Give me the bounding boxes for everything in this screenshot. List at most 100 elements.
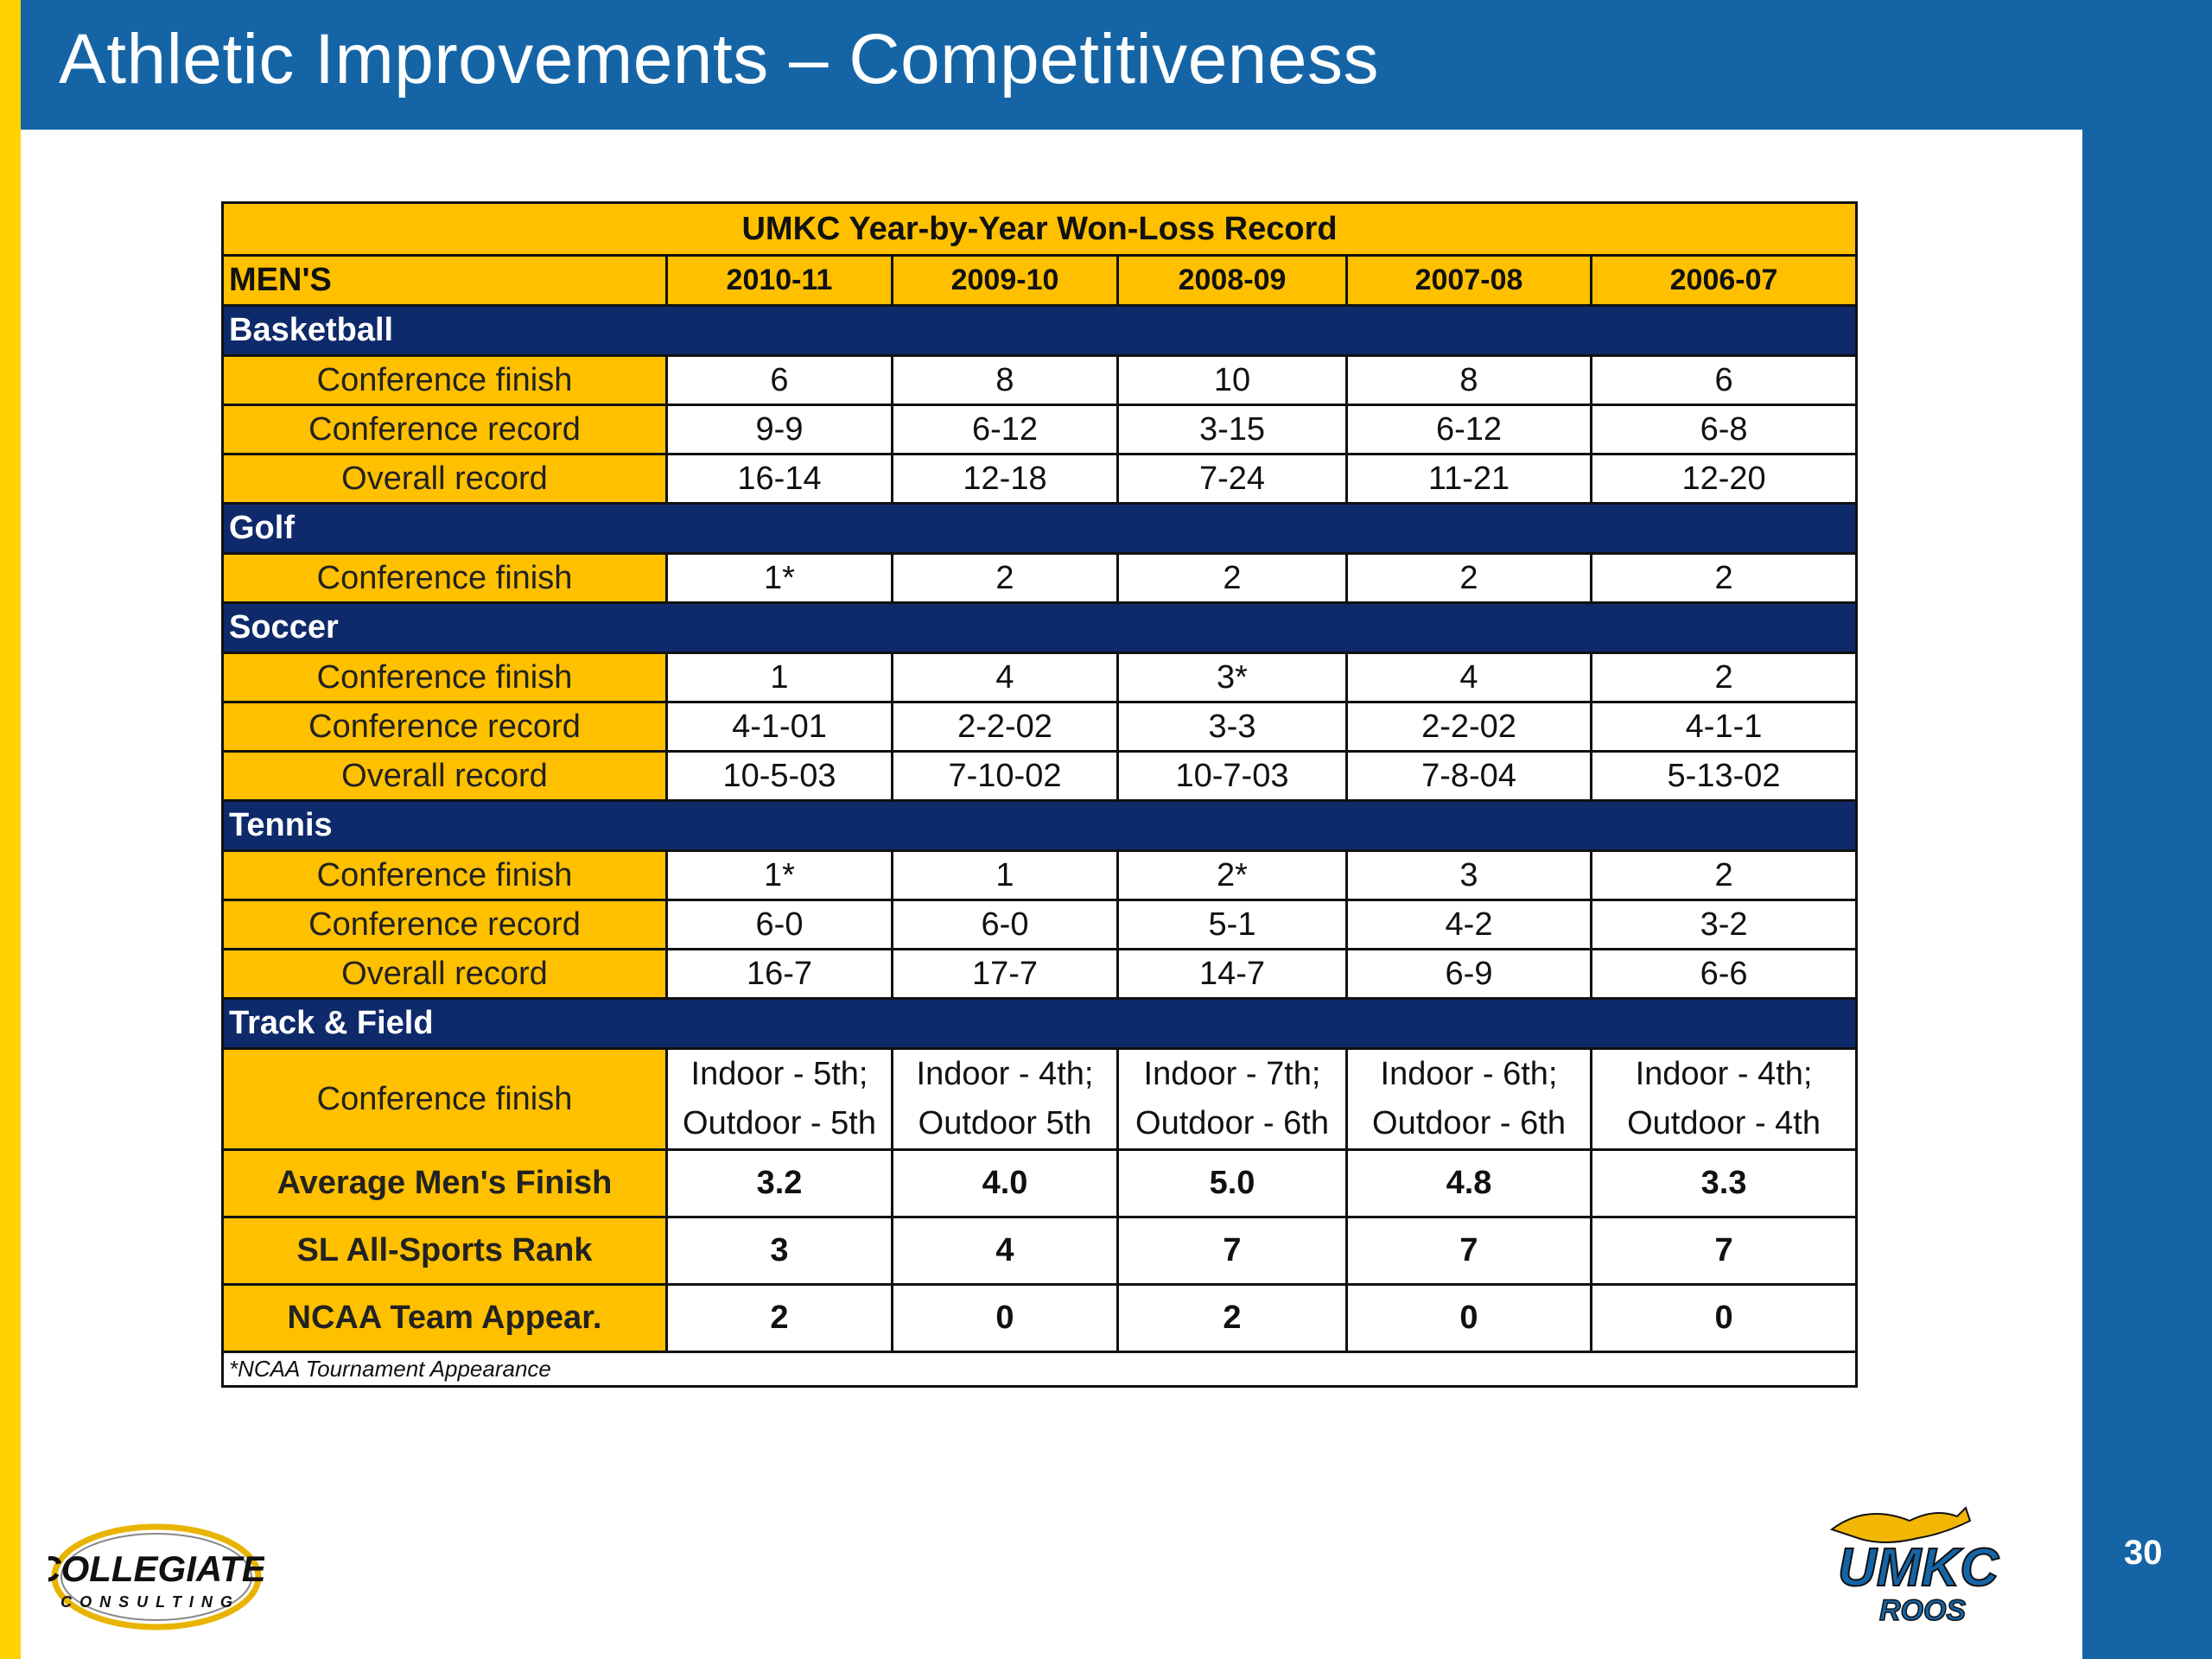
- section-row: Tennis: [220, 799, 1859, 852]
- table-cell: 2-2-02: [1345, 701, 1592, 753]
- table-row: Conference record 6-0 6-0 5-1 4-2 3-2: [221, 899, 1859, 950]
- kangaroo-icon: [1829, 1506, 1972, 1543]
- table-cell: 3-2: [1589, 899, 1859, 950]
- summary-cell: 0: [891, 1283, 1119, 1353]
- logo-text-roos: ROOS: [1879, 1594, 1966, 1627]
- table-row: Conference finish 1* 2 2 2 2: [221, 552, 1859, 604]
- section-title: Track & Field: [220, 997, 1859, 1050]
- row-label: Conference finish: [221, 354, 668, 406]
- table-cell: 16-14: [665, 453, 893, 505]
- page-number: 30: [2124, 1534, 2163, 1572]
- table-cell: 10: [1116, 354, 1348, 406]
- summary-cell: 2: [665, 1283, 893, 1353]
- section-row: Golf: [220, 502, 1859, 555]
- summary-row: SL All-Sports Rank 3 4 7 7 7: [221, 1216, 1859, 1286]
- summary-cell: 4.0: [891, 1148, 1119, 1218]
- summary-row: Average Men's Finish 3.2 4.0 5.0 4.8 3.3: [221, 1148, 1859, 1218]
- row-label: Conference record: [221, 404, 668, 455]
- section-title: Golf: [220, 502, 1859, 555]
- summary-cell: 7: [1116, 1216, 1348, 1286]
- section-row: Track & Field: [220, 997, 1859, 1050]
- table-row: Conference finish 1* 1 2* 3 2: [221, 849, 1859, 901]
- table-cell: 2: [1589, 849, 1859, 901]
- footnote-row: *NCAA Tournament Appearance: [220, 1351, 1859, 1388]
- section-row: Basketball: [220, 304, 1859, 357]
- summary-cell: 7: [1345, 1216, 1592, 1286]
- table-cell: 2: [1345, 552, 1592, 604]
- table-cell: Indoor - 7th; Outdoor - 6th: [1116, 1047, 1348, 1151]
- collegiate-consulting-logo: COLLEGIATE CONSULTING: [48, 1523, 264, 1630]
- row-label: Overall record: [221, 948, 668, 1000]
- table-cell: 7-24: [1116, 453, 1348, 505]
- table-cell: 7-10-02: [891, 750, 1119, 802]
- table-cell: 4-1-01: [665, 701, 893, 753]
- table-cell: 9-9: [665, 404, 893, 455]
- table-cell: Indoor - 5th; Outdoor - 5th: [665, 1047, 893, 1151]
- section-title: Soccer: [220, 601, 1859, 654]
- summary-cell: 4.8: [1345, 1148, 1592, 1218]
- section-title: Basketball: [220, 304, 1859, 357]
- row-label: Conference finish: [221, 849, 668, 901]
- table-row: Overall record 16-14 12-18 7-24 11-21 12-20: [221, 453, 1859, 505]
- cell-line: Outdoor - 5th: [683, 1105, 876, 1141]
- table-cell: Indoor - 4th; Outdoor 5th: [891, 1047, 1119, 1151]
- column-header: 2009-10: [891, 254, 1119, 307]
- table-cell: 3*: [1116, 652, 1348, 703]
- title-bar: Athletic Improvements – Competitiveness: [21, 0, 2082, 130]
- table-row: Conference finish Indoor - 5th; Outdoor - …: [221, 1047, 1859, 1151]
- summary-cell: 4: [891, 1216, 1119, 1286]
- row-label: Conference finish: [221, 652, 668, 703]
- table-cell: 12-20: [1589, 453, 1859, 505]
- table-cell: 8: [891, 354, 1119, 406]
- table-cell: 2: [1116, 552, 1348, 604]
- footnote: *NCAA Tournament Appearance: [220, 1351, 1859, 1388]
- left-accent-bar: [0, 0, 21, 1659]
- table-cell: 1: [665, 652, 893, 703]
- table-row: Overall record 10-5-03 7-10-02 10-7-03 7-8-0…: [221, 750, 1859, 802]
- mens-header: MEN'S: [221, 254, 668, 307]
- cell-line: Indoor - 4th;: [1635, 1056, 1813, 1092]
- column-header: 2010-11: [665, 254, 893, 307]
- summary-cell: 2: [1116, 1283, 1348, 1353]
- cell-line: Outdoor - 6th: [1372, 1105, 1566, 1141]
- table-cell: 2: [1589, 552, 1859, 604]
- table-cell: 3-15: [1116, 404, 1348, 455]
- logo-text-umkc: UMKC: [1838, 1538, 1999, 1598]
- cell-line: Indoor - 5th;: [690, 1056, 868, 1092]
- summary-label: Average Men's Finish: [221, 1148, 668, 1218]
- column-header-row: MEN'S 2010-11 2009-10 2008-09 2007-08 20…: [221, 254, 1859, 307]
- table-cell: 16-7: [665, 948, 893, 1000]
- table-cell: 4-2: [1345, 899, 1592, 950]
- table-row: Conference record 9-9 6-12 3-15 6-12 6-8: [221, 404, 1859, 455]
- right-accent-bar: [2082, 0, 2212, 1659]
- table-cell: 4-1-1: [1589, 701, 1859, 753]
- table-cell: 5-13-02: [1589, 750, 1859, 802]
- umkc-roos-logo: UMKC ROOS: [1829, 1506, 2000, 1628]
- cell-line: Indoor - 4th;: [916, 1056, 1094, 1092]
- table-cell: 8: [1345, 354, 1592, 406]
- summary-cell: 3.3: [1589, 1148, 1859, 1218]
- table-cell: 14-7: [1116, 948, 1348, 1000]
- table-title-row: UMKC Year-by-Year Won-Loss Record: [220, 201, 1859, 257]
- table-row: Conference finish 6 8 10 8 6: [221, 354, 1859, 406]
- section-row: Soccer: [220, 601, 1859, 654]
- table-cell: 6-6: [1589, 948, 1859, 1000]
- table-cell: 1*: [665, 849, 893, 901]
- table-cell: 17-7: [891, 948, 1119, 1000]
- table-cell: 2*: [1116, 849, 1348, 901]
- summary-cell: 3: [665, 1216, 893, 1286]
- table-cell: 12-18: [891, 453, 1119, 505]
- table-cell: 1*: [665, 552, 893, 604]
- row-label: Conference record: [221, 899, 668, 950]
- cell-line: Outdoor - 6th: [1135, 1105, 1329, 1141]
- table-cell: 10-5-03: [665, 750, 893, 802]
- table-cell: Indoor - 4th; Outdoor - 4th: [1589, 1047, 1859, 1151]
- table-cell: 1: [891, 849, 1119, 901]
- table-row: Conference record 4-1-01 2-2-02 3-3 2-2-02 4-…: [221, 701, 1859, 753]
- table-cell: 6-0: [665, 899, 893, 950]
- column-header: 2006-07: [1589, 254, 1859, 307]
- table-cell: 4: [1345, 652, 1592, 703]
- cell-line: Outdoor - 4th: [1627, 1105, 1821, 1141]
- table-cell: 3: [1345, 849, 1592, 901]
- table-cell: 5-1: [1116, 899, 1348, 950]
